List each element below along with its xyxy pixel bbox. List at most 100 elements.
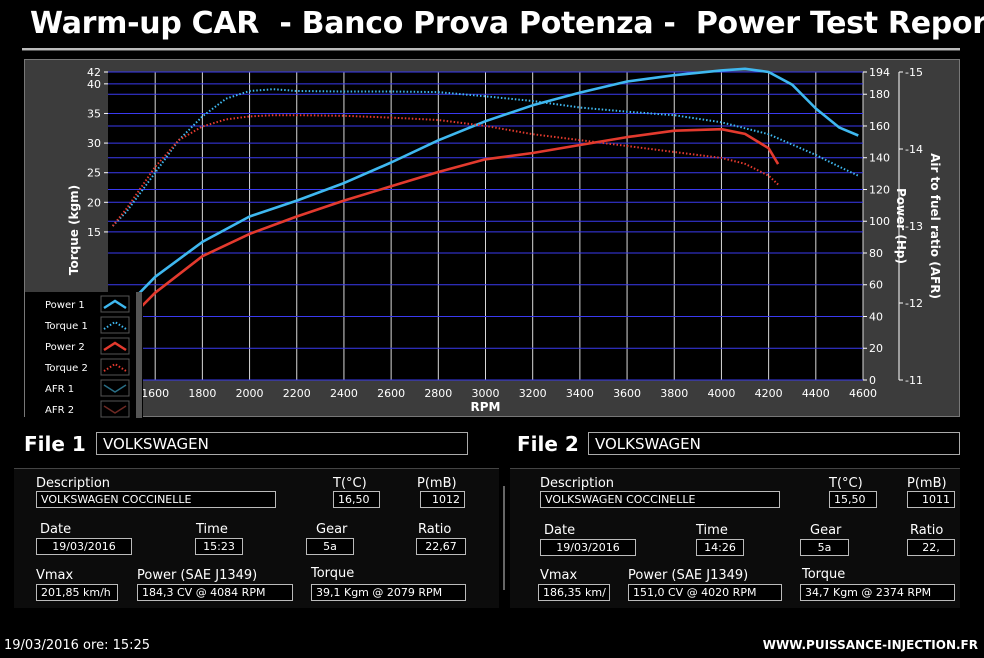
file2-date-value: 19/03/2016 <box>540 539 636 556</box>
legend-swatch <box>103 405 127 414</box>
file1-date-label: Date <box>40 522 72 537</box>
file1-ratio-value: 22,67 <box>416 538 466 555</box>
torque-tick-label: 42 <box>87 66 101 79</box>
legend-label: Torque 2 <box>44 363 88 374</box>
afr-tick-label: -12 <box>905 297 923 310</box>
legend-box <box>25 292 143 418</box>
power-torque-chart: 1600 1800 2000 2200 2400 2600 2800 3000 3200 3400… <box>25 66 942 418</box>
x-tick-label: 3200 <box>519 387 547 400</box>
legend-swatch <box>103 384 127 393</box>
x-tick-label: 4600 <box>849 387 877 400</box>
file1-temp-value: 16,50 <box>333 491 380 508</box>
file2-power-value: 151,0 CV @ 4020 RPM <box>628 584 782 601</box>
x-tick-label: 3400 <box>566 387 594 400</box>
file2-time-label: Time <box>696 523 728 538</box>
afr-tick-label: -11 <box>905 374 923 387</box>
file1-time-value: 15:23 <box>195 538 243 555</box>
x-tick-label: 1600 <box>141 387 169 400</box>
file2-pressure-value: 1011 <box>907 491 955 508</box>
series-torque-1 <box>111 88 859 227</box>
legend-swatch <box>103 299 127 310</box>
torque-tick-label: 25 <box>87 167 101 180</box>
footer-datetime: 19/03/2016 ore: 15:25 <box>4 638 151 653</box>
file1-power-label: Power (SAE J1349) <box>137 568 258 583</box>
afr-axis-title: Air to fuel ratio (AFR) <box>928 153 942 299</box>
file1-label: File 1 <box>24 432 86 456</box>
power-tick-label: 120 <box>869 183 890 196</box>
panel-divider <box>503 486 505 590</box>
file1-pressure-value: 1012 <box>420 491 465 508</box>
x-tick-label: 1800 <box>188 387 216 400</box>
legend-scrollbar <box>136 292 142 418</box>
file2-label: File 2 <box>517 432 579 456</box>
torque-tick-label: 35 <box>87 107 101 120</box>
file1-gear-value: 5a <box>306 538 354 555</box>
file2-vmax-label: Vmax <box>540 568 578 583</box>
power-tick-label: 60 <box>869 279 883 292</box>
file2-vmax-value: 186,35 km/ <box>538 584 610 601</box>
legend-label: AFR 1 <box>45 384 74 395</box>
file2-gear-value: 5a <box>800 539 849 556</box>
afr-tick-label: -14 <box>905 143 923 156</box>
torque-tick-label: 30 <box>87 137 101 150</box>
legend-swatch-frame <box>100 400 130 418</box>
file2-torque-value: 34,7 Kgm @ 2374 RPM <box>800 584 955 601</box>
title-divider <box>22 48 960 51</box>
legend-swatch <box>103 362 127 372</box>
x-tick-label: 4200 <box>755 387 783 400</box>
file2-temp-label: T(°C) <box>829 476 863 491</box>
file2-pressure-label: P(mB) <box>907 476 947 491</box>
x-tick-label: 4400 <box>802 387 830 400</box>
x-tick-label: 4000 <box>707 387 735 400</box>
legend-label: Power 1 <box>45 300 85 311</box>
power-axis-title: Power (Hp) <box>894 188 908 264</box>
file1-torque-label: Torque <box>311 566 355 581</box>
file1-gear-label: Gear <box>316 522 348 537</box>
file2-torque-label: Torque <box>802 567 846 582</box>
file1-description-value: VOLKSWAGEN COCCINELLE <box>36 491 276 508</box>
series-power-2 <box>130 127 780 318</box>
power-tick-label: 160 <box>869 120 890 133</box>
power-tick-label: 20 <box>869 342 883 355</box>
series-power-1 <box>118 67 859 315</box>
x-axis-title: RPM <box>471 400 501 414</box>
file1-description-label: Description <box>36 476 111 491</box>
afr-tick-label: -15 <box>905 66 923 79</box>
file2-time-value: 14:26 <box>696 539 744 556</box>
file2-power-label: Power (SAE J1349) <box>628 568 749 583</box>
report-title: Warm-up CAR - Banco Prova Potenza - Powe… <box>30 6 984 41</box>
power-tick-label: 180 <box>869 88 890 101</box>
file2-description-label: Description <box>540 476 615 491</box>
file1-torque-value: 39,1 Kgm @ 2079 RPM <box>311 584 466 601</box>
x-tick-label: 2400 <box>330 387 358 400</box>
x-tick-label: 3000 <box>472 387 500 400</box>
file1-name-field: VOLKSWAGEN <box>96 432 468 455</box>
legend-swatch <box>103 341 127 352</box>
footer-website: WWW.PUISSANCE-INJECTION.FR <box>762 638 978 652</box>
file2-temp-value: 15,50 <box>829 491 877 508</box>
legend-label: Torque 1 <box>44 321 88 332</box>
legend-swatch-frame <box>100 358 130 376</box>
x-tick-label: 2200 <box>283 387 311 400</box>
file1-time-label: Time <box>196 522 228 537</box>
file1-date-value: 19/03/2016 <box>36 538 132 555</box>
file2-description-value: VOLKSWAGEN COCCINELLE <box>540 491 780 508</box>
power-tick-label: 80 <box>869 247 883 260</box>
x-tick-label: 3600 <box>613 387 641 400</box>
power-tick-label: 0 <box>869 374 876 387</box>
legend-swatch-frame <box>100 379 130 397</box>
chart-panel: 1600 1800 2000 2200 2400 2600 2800 3000 3200 3400… <box>24 59 960 418</box>
power-tick-label: 40 <box>869 310 883 323</box>
file1-temp-label: T(°C) <box>333 476 367 491</box>
file1-ratio-label: Ratio <box>418 522 452 537</box>
legend-label: AFR 2 <box>45 405 74 416</box>
power-tick-label: 140 <box>869 152 890 165</box>
torque-tick-label: 20 <box>87 196 101 209</box>
file1-pressure-label: P(mB) <box>417 476 457 491</box>
x-tick-label: 2000 <box>236 387 264 400</box>
file1-power-value: 184,3 CV @ 4084 RPM <box>137 584 293 601</box>
legend-label: Power 2 <box>45 342 85 353</box>
legend-swatch-frame <box>100 316 130 334</box>
file2-name-field: VOLKSWAGEN <box>588 432 960 455</box>
x-tick-label: 2800 <box>424 387 452 400</box>
